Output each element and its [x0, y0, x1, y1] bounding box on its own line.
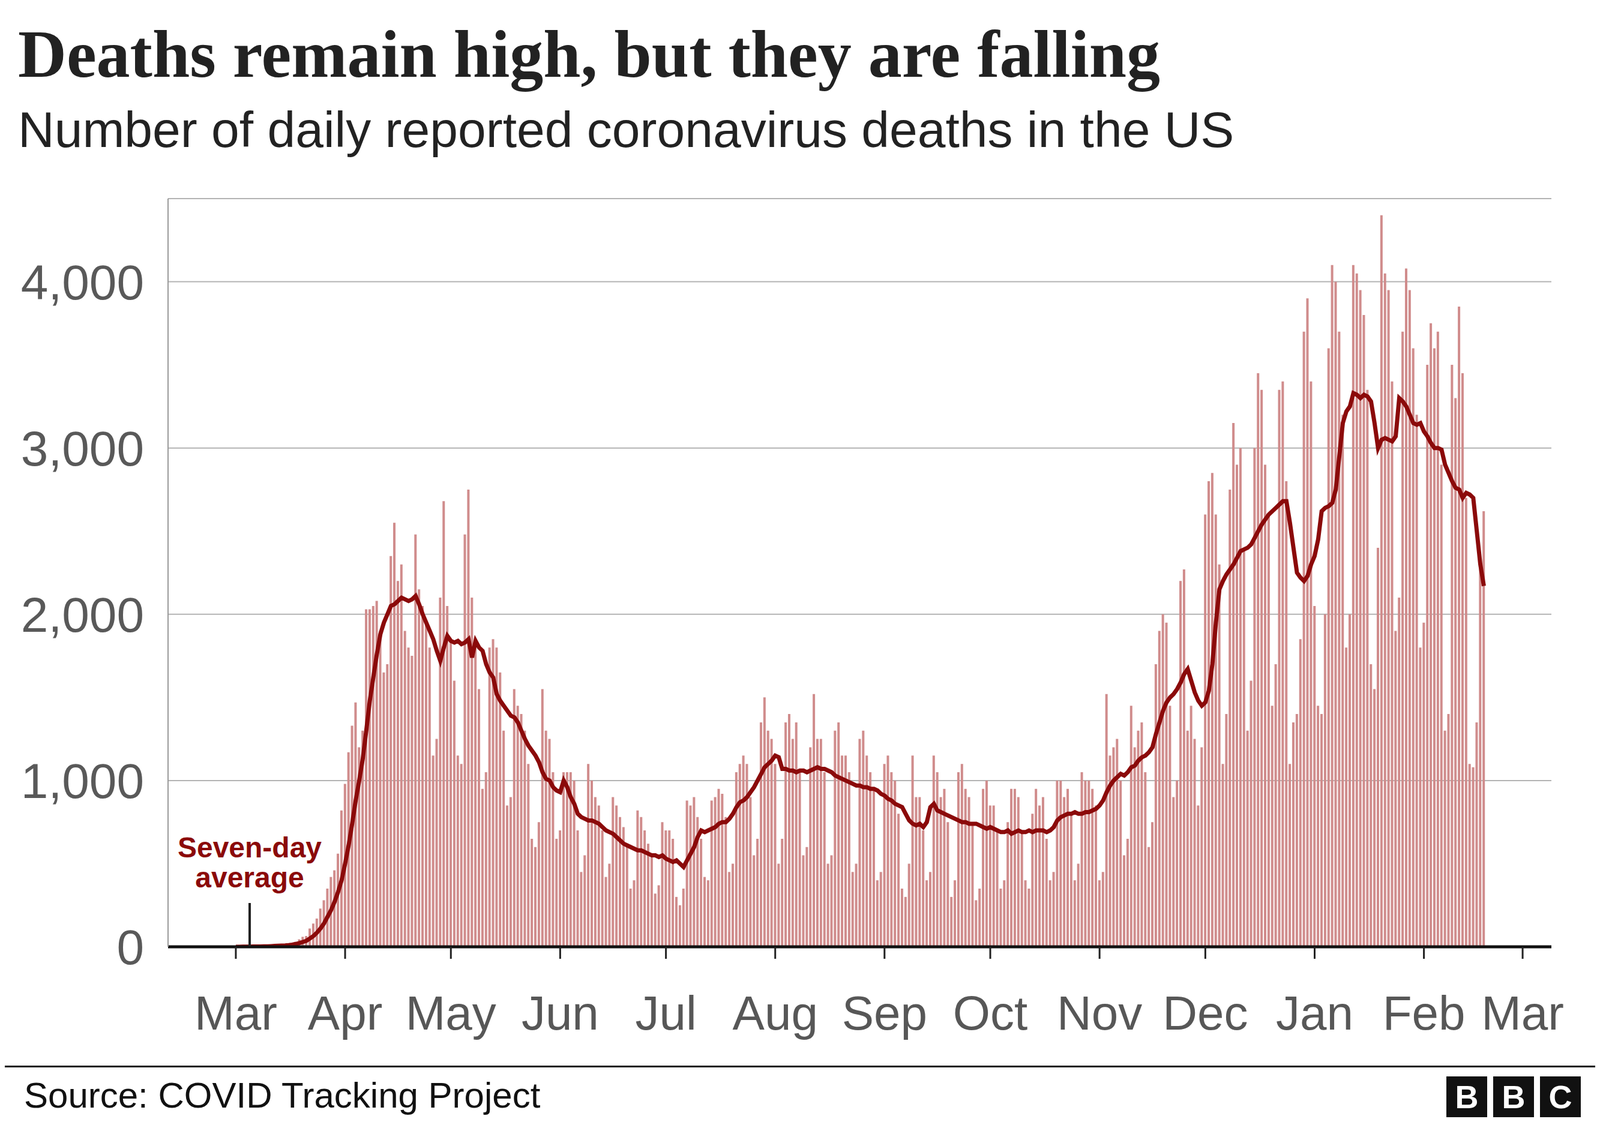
- svg-text:Mar: Mar: [1481, 986, 1564, 1041]
- svg-text:Jun: Jun: [521, 986, 599, 1041]
- svg-text:Mar: Mar: [194, 986, 278, 1041]
- svg-text:Aug: Aug: [732, 986, 819, 1041]
- svg-text:3,000: 3,000: [21, 421, 145, 476]
- svg-text:May: May: [405, 986, 497, 1041]
- svg-text:Oct: Oct: [953, 986, 1028, 1041]
- html-text:Deaths remain high, but they a: Deaths remain high, but they are falling: [18, 16, 1161, 92]
- svg-text:Dec: Dec: [1162, 986, 1248, 1041]
- svg-text:Feb: Feb: [1382, 986, 1466, 1041]
- html-text:C: C: [1548, 1079, 1573, 1116]
- svg-text:Sep: Sep: [842, 986, 928, 1041]
- html-text:Source: COVID Tracking Project: Source: COVID Tracking Project: [24, 1075, 541, 1116]
- svg-text:Jan: Jan: [1275, 986, 1354, 1041]
- html-text:Number of daily reported coron: Number of daily reported coronavirus dea…: [18, 101, 1235, 158]
- svg-text:Apr: Apr: [307, 986, 383, 1041]
- svg-text:0: 0: [116, 920, 145, 975]
- svg-text:1,000: 1,000: [21, 753, 145, 809]
- html-text:B: B: [1455, 1079, 1479, 1116]
- html-text:B: B: [1501, 1079, 1526, 1116]
- html-text:Seven-day average: Seven-day average: [177, 831, 322, 894]
- svg-text:Nov: Nov: [1056, 986, 1143, 1041]
- svg-text:4,000: 4,000: [21, 255, 145, 310]
- svg-text:Jul: Jul: [634, 986, 697, 1041]
- svg-text:2,000: 2,000: [21, 587, 145, 643]
